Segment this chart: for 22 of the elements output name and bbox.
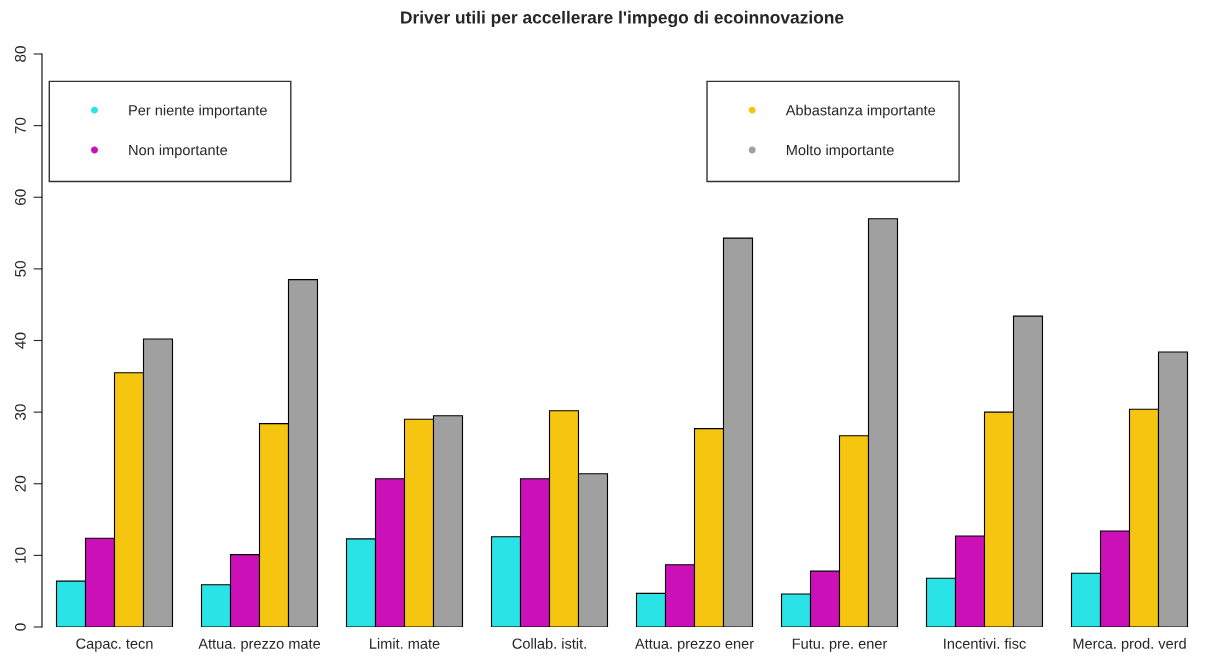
x-tick-label: Capac. tecn (76, 638, 153, 652)
y-tick-label: 70 (14, 117, 26, 134)
legend-label: Abbastanza importante (785, 104, 936, 119)
y-tick-label: 40 (14, 332, 26, 349)
legend-label: Molto importante (786, 144, 894, 159)
x-tick-label: Merca. prod. verd (1073, 638, 1186, 652)
legend-label: Non importante (129, 144, 228, 159)
x-tick-label: Attua. prezzo mate (198, 638, 321, 652)
y-tick-label: 0 (14, 623, 26, 631)
x-tick-label: Attua. prezzo ener (634, 638, 754, 652)
x-tick-label: Limit. mate (370, 638, 440, 649)
y-tick-label: 10 (14, 547, 26, 563)
x-tick-label: Incentivi. fisc (944, 638, 1026, 649)
y-tick-label: 80 (14, 46, 26, 62)
y-tick-label: 30 (14, 404, 26, 421)
x-tick-label: Collab. istit. (512, 638, 586, 649)
y-tick-label: 20 (14, 475, 26, 492)
x-tick-label: Futu. pre. ener (792, 638, 888, 652)
y-tick-label: 50 (14, 260, 26, 277)
y-tick-label: 60 (14, 189, 26, 205)
legend-label: Per niente importante (129, 104, 267, 119)
chart-title: Driver utili per accellerare l'impego di ecoinnovazione (401, 10, 844, 28)
